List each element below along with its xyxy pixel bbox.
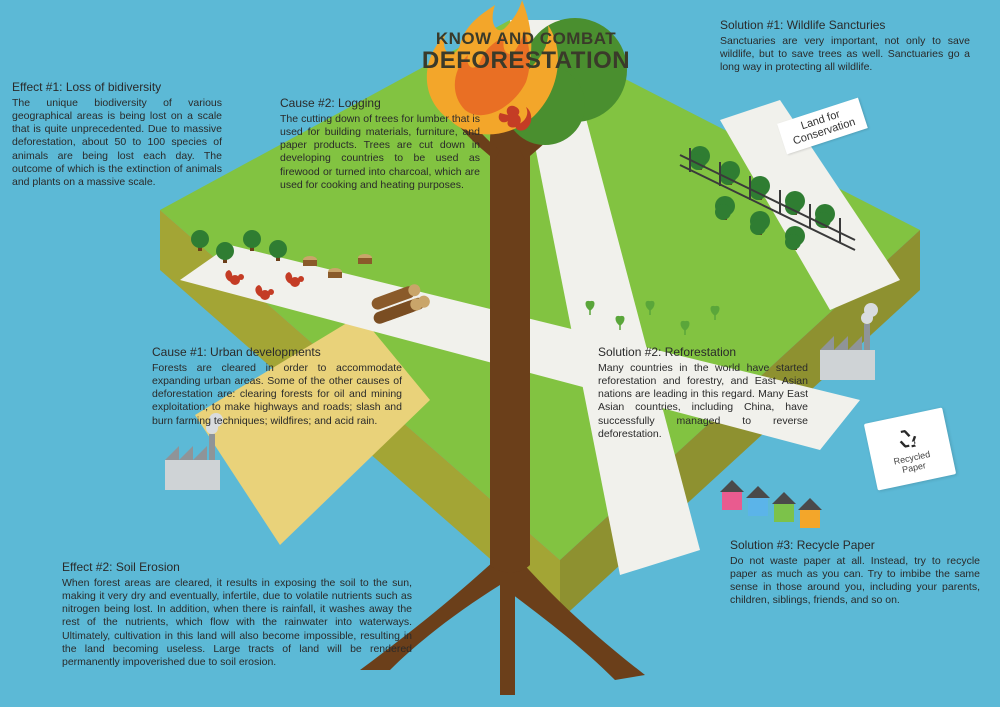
solution2-body: Many countries in the world have started… — [598, 362, 808, 441]
effect2-title: Effect #2: Soil Erosion — [62, 560, 412, 575]
title-line1: KNOW AND COMBAT — [416, 30, 636, 48]
effect2-body: When forest areas are cleared, it result… — [62, 577, 412, 669]
main-title: KNOW AND COMBAT DEFORESTATION — [416, 30, 636, 73]
effect2-block: Effect #2: Soil Erosion When forest area… — [62, 560, 412, 669]
solution1-title: Solution #1: Wildlife Sancturies — [720, 18, 970, 33]
recycle-icon — [892, 423, 923, 454]
effect1-title: Effect #1: Loss of bidiversity — [12, 80, 222, 95]
cause2-block: Cause #2: Logging The cutting down of tr… — [280, 96, 480, 192]
cause1-block: Cause #1: Urban developments Forests are… — [152, 345, 402, 428]
solution3-body: Do not waste paper at all. Instead, try … — [730, 555, 980, 608]
cause1-body: Forests are cleared in order to accommod… — [152, 362, 402, 428]
effect1-body: The unique biodiversity of various geogr… — [12, 97, 222, 189]
cause1-title: Cause #1: Urban developments — [152, 345, 402, 360]
solution2-title: Solution #2: Reforestation — [598, 345, 808, 360]
solution1-block: Solution #1: Wildlife Sancturies Sanctua… — [720, 18, 970, 74]
effect1-block: Effect #1: Loss of bidiversity The uniqu… — [12, 80, 222, 189]
solution3-title: Solution #3: Recycle Paper — [730, 538, 980, 553]
cause2-body: The cutting down of trees for lumber tha… — [280, 113, 480, 192]
solution2-block: Solution #2: Reforestation Many countrie… — [598, 345, 808, 441]
solution3-block: Solution #3: Recycle Paper Do not waste … — [730, 538, 980, 608]
solution1-body: Sanctuaries are very important, not only… — [720, 35, 970, 74]
cause2-title: Cause #2: Logging — [280, 96, 480, 111]
title-line2: DEFORESTATION — [416, 48, 636, 73]
